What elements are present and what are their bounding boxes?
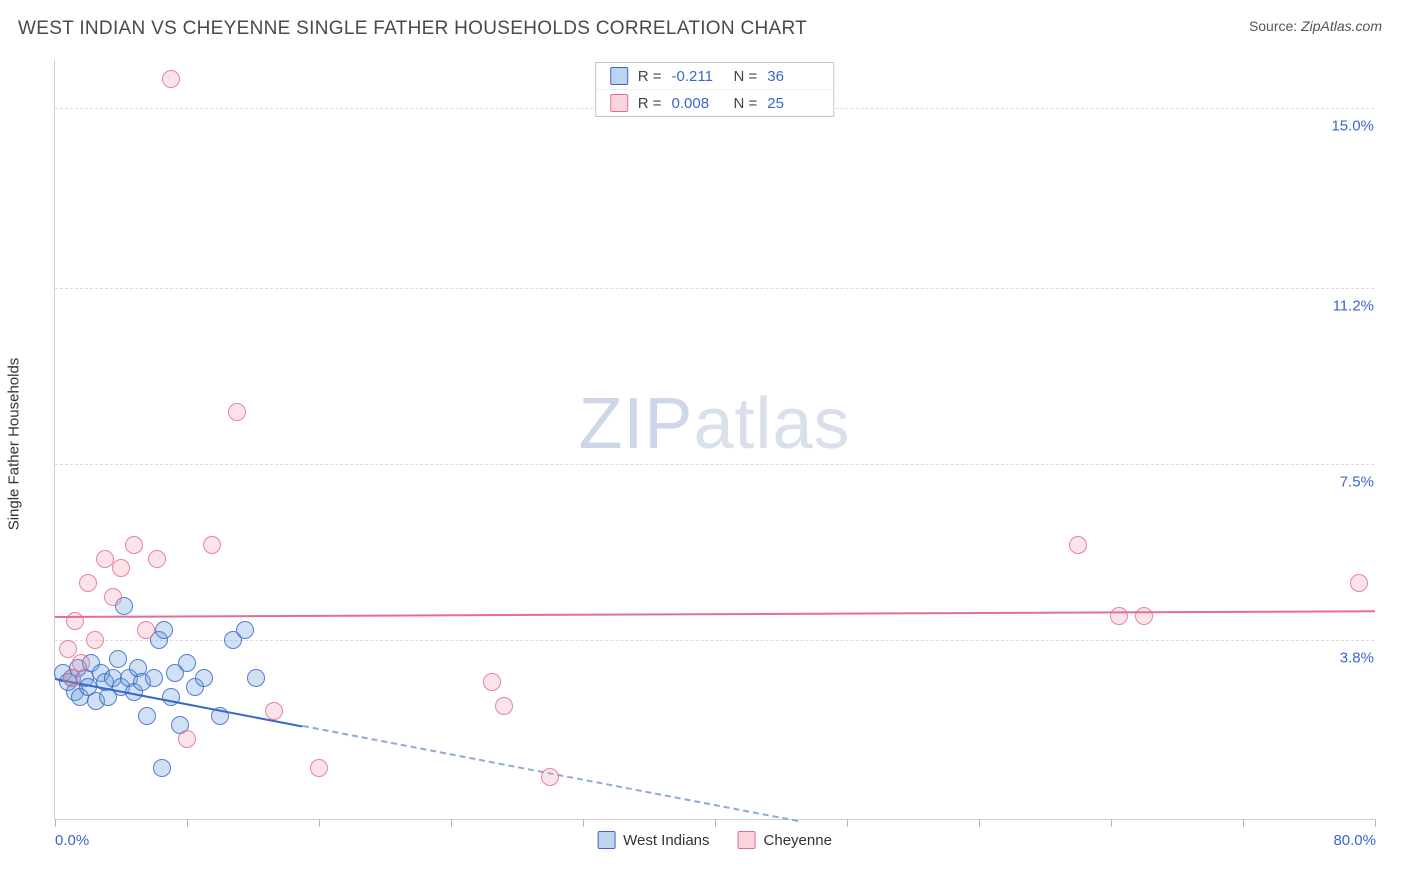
trendline-cheyenne xyxy=(55,610,1375,618)
data-point-cheyenne xyxy=(59,640,77,658)
stats-r-label: R = xyxy=(638,68,662,85)
source-label: Source: xyxy=(1249,18,1297,34)
swatch-cheyenne xyxy=(610,94,628,112)
gridline xyxy=(55,640,1374,641)
data-point-cheyenne xyxy=(148,550,166,568)
chart-header: WEST INDIAN VS CHEYENNE SINGLE FATHER HO… xyxy=(0,0,1406,50)
stats-r-value: 0.008 xyxy=(672,95,724,112)
x-tick xyxy=(715,819,716,827)
stats-n-label: N = xyxy=(734,95,758,112)
stats-r-label: R = xyxy=(638,95,662,112)
data-point-cheyenne xyxy=(178,730,196,748)
y-tick-label: 7.5% xyxy=(1338,473,1376,490)
watermark: ZIPatlas xyxy=(578,383,850,465)
data-point-cheyenne xyxy=(1069,536,1087,554)
x-tick xyxy=(583,819,584,827)
x-tick xyxy=(451,819,452,827)
data-point-cheyenne xyxy=(1350,574,1368,592)
stats-box: R = -0.211 N = 36 R = 0.008 N = 25 xyxy=(595,62,835,117)
data-point-cheyenne xyxy=(541,768,559,786)
swatch-west_indians xyxy=(610,67,628,85)
legend-label-cheyenne: Cheyenne xyxy=(764,832,832,849)
data-point-west_indians xyxy=(236,621,254,639)
data-point-cheyenne xyxy=(1110,607,1128,625)
data-point-cheyenne xyxy=(137,621,155,639)
data-point-cheyenne xyxy=(63,669,81,687)
data-point-cheyenne xyxy=(79,574,97,592)
gridline xyxy=(55,288,1374,289)
bottom-legend: West Indians Cheyenne xyxy=(597,831,832,849)
data-point-west_indians xyxy=(195,669,213,687)
data-point-cheyenne xyxy=(310,759,328,777)
x-tick xyxy=(979,819,980,827)
stats-n-label: N = xyxy=(734,68,758,85)
data-point-cheyenne xyxy=(228,403,246,421)
legend-label-west_indians: West Indians xyxy=(623,832,709,849)
data-point-cheyenne xyxy=(203,536,221,554)
stats-n-value: 25 xyxy=(767,95,819,112)
x-tick xyxy=(1243,819,1244,827)
data-point-west_indians xyxy=(145,669,163,687)
x-tick xyxy=(1375,819,1376,827)
x-tick xyxy=(847,819,848,827)
legend-swatch-cheyenne xyxy=(738,831,756,849)
y-tick-label: 11.2% xyxy=(1331,298,1376,315)
data-point-cheyenne xyxy=(265,702,283,720)
x-tick xyxy=(187,819,188,827)
y-axis-label: Single Father Households xyxy=(6,358,23,531)
chart-title: WEST INDIAN VS CHEYENNE SINGLE FATHER HO… xyxy=(18,18,807,40)
data-point-cheyenne xyxy=(104,588,122,606)
stats-row-west_indians: R = -0.211 N = 36 xyxy=(596,63,834,89)
legend-item-west_indians: West Indians xyxy=(597,831,709,849)
legend-swatch-west_indians xyxy=(597,831,615,849)
data-point-west_indians xyxy=(247,669,265,687)
stats-r-value: -0.211 xyxy=(672,68,724,85)
data-point-west_indians xyxy=(178,654,196,672)
source-name: ZipAtlas.com xyxy=(1301,18,1382,34)
x-tick xyxy=(55,819,56,827)
legend-item-cheyenne: Cheyenne xyxy=(738,831,832,849)
x-tick xyxy=(319,819,320,827)
stats-row-cheyenne: R = 0.008 N = 25 xyxy=(596,89,834,116)
y-tick-label: 15.0% xyxy=(1329,117,1376,134)
x-tick xyxy=(1111,819,1112,827)
data-point-cheyenne xyxy=(1135,607,1153,625)
data-point-west_indians xyxy=(109,650,127,668)
data-point-west_indians xyxy=(138,707,156,725)
data-point-cheyenne xyxy=(66,612,84,630)
gridline xyxy=(55,464,1374,465)
data-point-cheyenne xyxy=(112,559,130,577)
data-point-cheyenne xyxy=(495,697,513,715)
plot-area: ZIPatlas 3.8%7.5%11.2%15.0%0.0%80.0%R =-… xyxy=(54,60,1374,820)
y-tick-label: 3.8% xyxy=(1338,649,1376,666)
data-point-cheyenne xyxy=(125,536,143,554)
plot-wrap: Single Father Households ZIPatlas 3.8%7.… xyxy=(48,60,1388,828)
x-max-label: 80.0% xyxy=(1333,832,1376,849)
data-point-cheyenne xyxy=(162,70,180,88)
data-point-cheyenne xyxy=(86,631,104,649)
source-attribution: Source: ZipAtlas.com xyxy=(1249,18,1382,34)
data-point-cheyenne xyxy=(483,673,501,691)
data-point-west_indians xyxy=(155,621,173,639)
stats-n-value: 36 xyxy=(767,68,819,85)
data-point-west_indians xyxy=(153,759,171,777)
data-point-cheyenne xyxy=(96,550,114,568)
x-min-label: 0.0% xyxy=(55,832,89,849)
